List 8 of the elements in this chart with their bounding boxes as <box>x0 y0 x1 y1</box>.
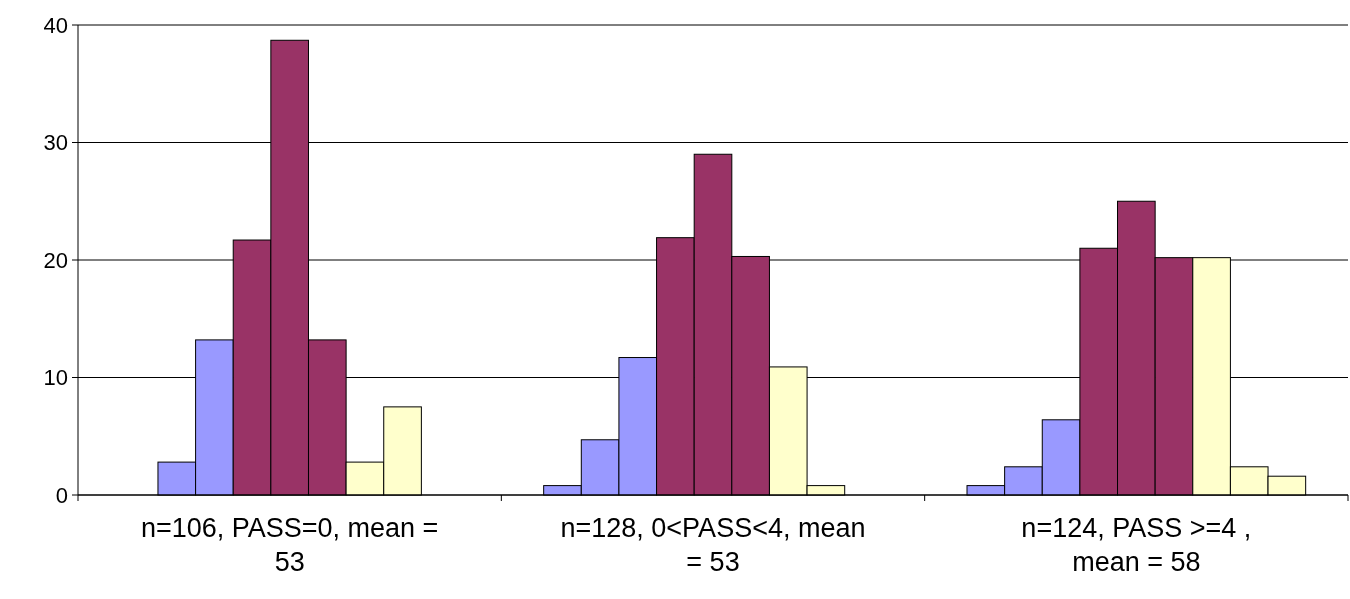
y-tick-label: 30 <box>43 130 68 156</box>
y-tick-label: 40 <box>43 12 68 38</box>
x-tick-label: n=128, 0<PASS<4, mean = 53 <box>560 513 866 577</box>
y-tick-label: 10 <box>43 365 68 391</box>
y-tick-label: 0 <box>55 482 68 508</box>
x-tick-label: n=106, PASS=0, mean = 53 <box>140 513 439 577</box>
y-tick-label: 20 <box>43 247 68 273</box>
x-tick-label: n=124, PASS >=4 , mean = 58 <box>1021 513 1252 577</box>
